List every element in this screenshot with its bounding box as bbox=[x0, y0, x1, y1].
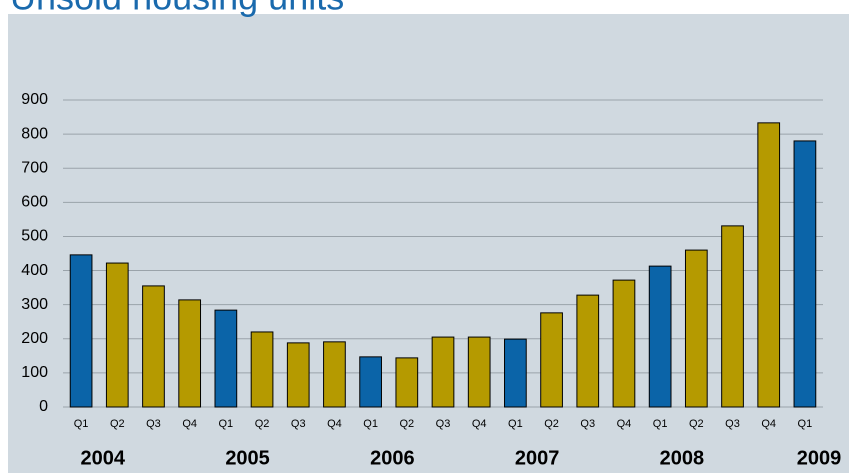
x-tick-label: Q1 bbox=[74, 418, 89, 430]
y-tick-label: 700 bbox=[21, 159, 48, 176]
year-label: 2004 bbox=[81, 447, 126, 469]
bar bbox=[684, 249, 708, 408]
x-tick-label: Q2 bbox=[255, 418, 270, 430]
x-tick-label: Q3 bbox=[580, 418, 595, 430]
x-tick-label: Q1 bbox=[798, 418, 813, 430]
x-tick-label: Q4 bbox=[617, 418, 632, 430]
y-tick-label: 800 bbox=[21, 125, 48, 142]
year-label: 2008 bbox=[660, 447, 705, 469]
bar bbox=[504, 338, 527, 408]
bar bbox=[323, 341, 346, 408]
bar bbox=[431, 336, 455, 408]
x-tick-label: Q1 bbox=[363, 418, 378, 430]
bar bbox=[250, 331, 274, 408]
bar bbox=[612, 279, 636, 408]
x-tick-label: Q3 bbox=[725, 418, 740, 430]
x-tick-label: Q1 bbox=[653, 418, 668, 430]
bar bbox=[214, 309, 238, 408]
bar bbox=[540, 312, 563, 408]
bar bbox=[395, 357, 419, 408]
y-tick-label: 400 bbox=[21, 262, 48, 279]
bar bbox=[467, 336, 491, 408]
x-tick-label: Q4 bbox=[472, 418, 487, 430]
x-tick-label: Q4 bbox=[761, 418, 776, 430]
x-tick-label: Q2 bbox=[110, 418, 125, 430]
x-tick-label: Q4 bbox=[182, 418, 197, 430]
y-tick-label: 900 bbox=[21, 91, 48, 108]
x-tick-label: Q3 bbox=[291, 418, 306, 430]
x-tick-label: Q4 bbox=[327, 418, 342, 430]
x-tick-label: Q3 bbox=[436, 418, 451, 430]
bar bbox=[359, 356, 382, 408]
bar bbox=[576, 294, 600, 408]
bar bbox=[142, 285, 165, 408]
y-tick-label: 0 bbox=[39, 398, 48, 415]
y-tick-label: 100 bbox=[21, 364, 48, 381]
x-tick-label: Q2 bbox=[689, 418, 704, 430]
bar bbox=[648, 265, 672, 408]
y-tick-label: 500 bbox=[21, 228, 48, 245]
bar bbox=[721, 225, 744, 408]
year-label: 2005 bbox=[225, 447, 270, 469]
bar bbox=[793, 140, 817, 408]
year-label: 2006 bbox=[370, 447, 415, 469]
bar bbox=[69, 254, 93, 408]
x-tick-label: Q2 bbox=[399, 418, 414, 430]
bar bbox=[105, 262, 129, 408]
year-label: 2009 bbox=[797, 447, 842, 469]
x-tick-label: Q1 bbox=[219, 418, 234, 430]
bar bbox=[757, 122, 781, 408]
year-label: 2007 bbox=[515, 447, 560, 469]
chart-title: Unsold housing units bbox=[10, 0, 344, 18]
y-tick-label: 200 bbox=[21, 330, 48, 347]
x-tick-label: Q2 bbox=[544, 418, 559, 430]
bar bbox=[286, 342, 310, 408]
bar bbox=[178, 299, 202, 408]
y-tick-label: 300 bbox=[21, 296, 48, 313]
x-tick-label: Q1 bbox=[508, 418, 523, 430]
x-tick-label: Q3 bbox=[146, 418, 161, 430]
y-tick-label: 600 bbox=[21, 194, 48, 211]
